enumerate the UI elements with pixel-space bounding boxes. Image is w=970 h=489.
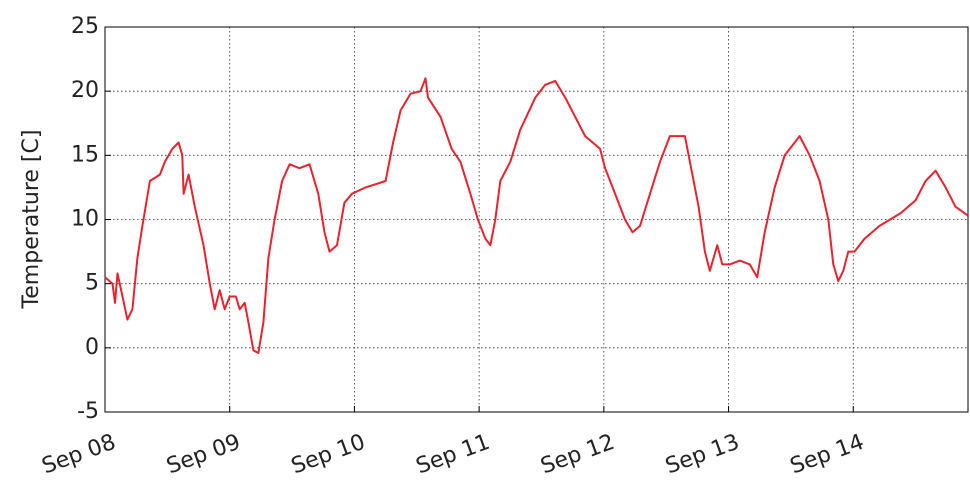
- x-tick-label: Sep 14: [787, 430, 867, 480]
- y-tick-label: 0: [85, 335, 99, 360]
- y-tick-label: 20: [71, 78, 99, 103]
- y-tick-label: 5: [85, 271, 99, 296]
- y-tick-label: 15: [71, 142, 99, 167]
- x-tick-label: Sep 10: [288, 430, 368, 480]
- x-tick-label: Sep 09: [163, 430, 243, 480]
- x-tick-label: Sep 11: [413, 430, 493, 480]
- plot-frame: [104, 26, 969, 413]
- y-tick-label: 25: [71, 14, 99, 39]
- y-tick-label: 10: [71, 207, 99, 232]
- y-axis-label: Temperature [C]: [19, 130, 44, 310]
- x-tick-label: Sep 08: [39, 430, 119, 480]
- x-tick-label: Sep 13: [662, 430, 742, 480]
- temperature-line: [104, 77, 969, 354]
- y-tick-label: -5: [77, 399, 99, 424]
- x-tick-label: Sep 12: [538, 430, 618, 480]
